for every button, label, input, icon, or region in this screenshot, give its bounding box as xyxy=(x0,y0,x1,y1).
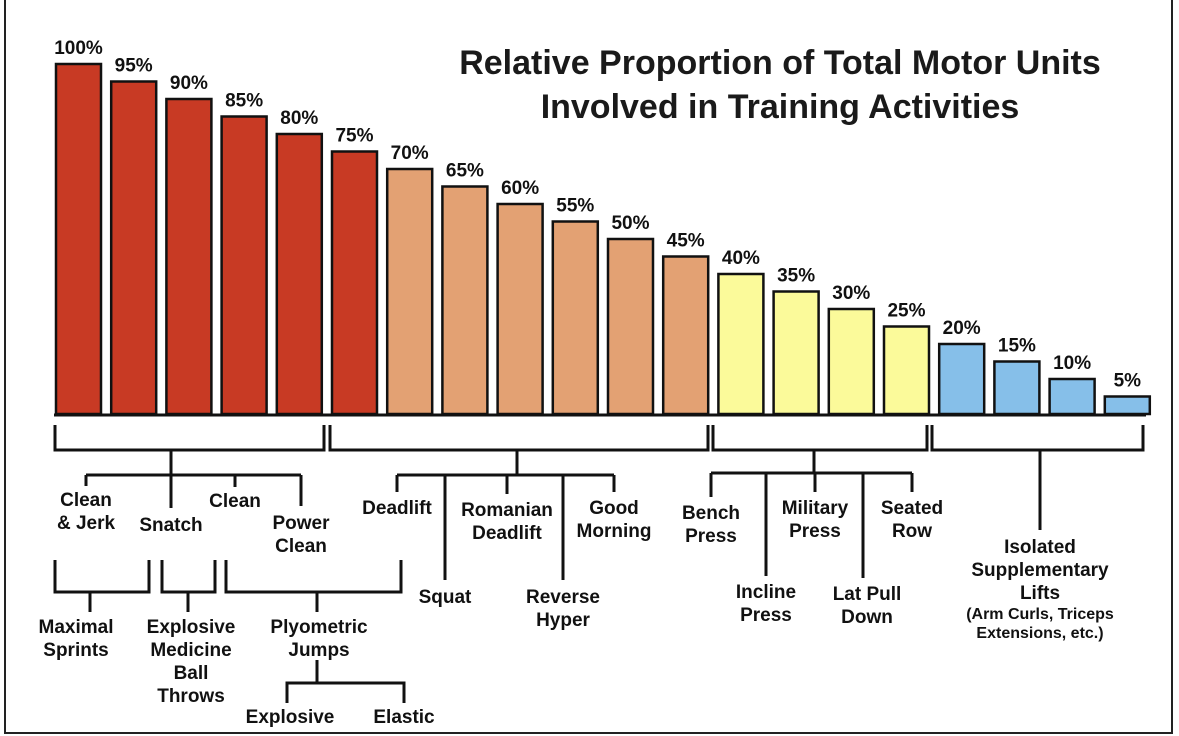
value-label-8: 65% xyxy=(446,161,484,182)
value-label-10: 55% xyxy=(556,196,594,217)
label-plyometric-jumps: Plyometric Jumps xyxy=(270,617,368,661)
label-explosive-medicine-ball-throws: Explosive Medicine Ball Throws xyxy=(146,617,236,707)
label-isolated-supplementary-lifts: Isolated Supplementary Lifts xyxy=(971,537,1109,604)
label-bench-press: Bench Press xyxy=(681,503,741,547)
bar-18 xyxy=(993,360,1041,416)
value-label-5: 80% xyxy=(280,108,318,129)
chart-title-line-1: Relative Proportion of Total Motor Units xyxy=(459,44,1101,82)
label-elastic: Elastic xyxy=(373,707,435,728)
label-isolated-examples: (Arm Curls, Triceps Extensions, etc.) xyxy=(966,606,1114,642)
label-clean-and-jerk: Clean & Jerk xyxy=(56,490,116,534)
value-label-12: 45% xyxy=(667,231,705,252)
group-bracket-isolated xyxy=(930,425,1145,452)
value-label-14: 35% xyxy=(777,266,815,287)
label-reverse-hyper: Reverse Hyper xyxy=(526,587,600,631)
value-label-16: 25% xyxy=(887,301,925,322)
bracket-maximal-sprints xyxy=(53,560,151,594)
bar-9 xyxy=(496,202,544,416)
bar-13 xyxy=(717,272,765,416)
bar-20 xyxy=(1103,395,1152,416)
label-lat-pull-down: Lat Pull Down xyxy=(832,584,902,628)
chart-frame xyxy=(4,0,1173,734)
label-power-clean: Power Clean xyxy=(272,513,330,557)
value-label-1: 100% xyxy=(54,38,103,59)
value-label-20: 5% xyxy=(1114,371,1142,392)
bar-6 xyxy=(330,150,379,416)
value-label-7: 70% xyxy=(391,143,429,164)
label-romanian-deadlift: Romanian Deadlift xyxy=(461,500,553,544)
label-squat: Squat xyxy=(418,587,472,608)
bar-11 xyxy=(606,237,655,416)
value-label-3: 90% xyxy=(170,73,208,94)
label-deadlift: Deadlift xyxy=(362,498,432,519)
label-explosive: Explosive xyxy=(245,707,335,728)
bar-3 xyxy=(165,97,213,416)
value-label-6: 75% xyxy=(335,126,373,147)
label-maximal-sprints: Maximal Sprints xyxy=(38,617,114,661)
bar-2 xyxy=(109,80,158,416)
value-label-4: 85% xyxy=(225,91,263,112)
label-seated-row: Seated Row xyxy=(880,498,944,542)
bar-8 xyxy=(441,185,489,416)
label-incline-press: Incline Press xyxy=(735,582,797,626)
group-bracket-olympic xyxy=(53,425,326,452)
value-label-17: 20% xyxy=(943,318,981,339)
bar-5 xyxy=(275,132,324,416)
value-label-9: 60% xyxy=(501,178,539,199)
chart-title-line-2: Involved in Training Activities xyxy=(540,88,1020,126)
value-label-2: 95% xyxy=(115,56,153,77)
value-label-11: 50% xyxy=(611,213,649,234)
label-snatch: Snatch xyxy=(139,515,203,536)
bar-17 xyxy=(937,342,986,416)
bar-16 xyxy=(882,325,931,416)
bar-7 xyxy=(385,167,434,416)
value-label-19: 10% xyxy=(1053,353,1091,374)
value-label-18: 15% xyxy=(998,336,1036,357)
label-good-morning: Good Morning xyxy=(576,498,652,542)
group-bracket-strength xyxy=(328,425,710,452)
bar-12 xyxy=(661,255,710,416)
bar-14 xyxy=(772,290,820,416)
bar-15 xyxy=(827,307,876,416)
group-bracket-press xyxy=(711,425,929,452)
bracket-plyometric xyxy=(224,560,403,594)
bar-10 xyxy=(551,220,600,416)
value-label-15: 30% xyxy=(832,283,870,304)
bar-19 xyxy=(1048,377,1096,416)
label-clean: Clean xyxy=(209,491,261,512)
bracket-explosive-med-ball xyxy=(160,560,217,594)
label-military-press: Military Press xyxy=(781,498,849,542)
bar-4 xyxy=(220,115,268,416)
bar-1 xyxy=(54,62,103,416)
value-label-13: 40% xyxy=(722,248,760,269)
bracket-explosive-elastic xyxy=(285,681,406,703)
